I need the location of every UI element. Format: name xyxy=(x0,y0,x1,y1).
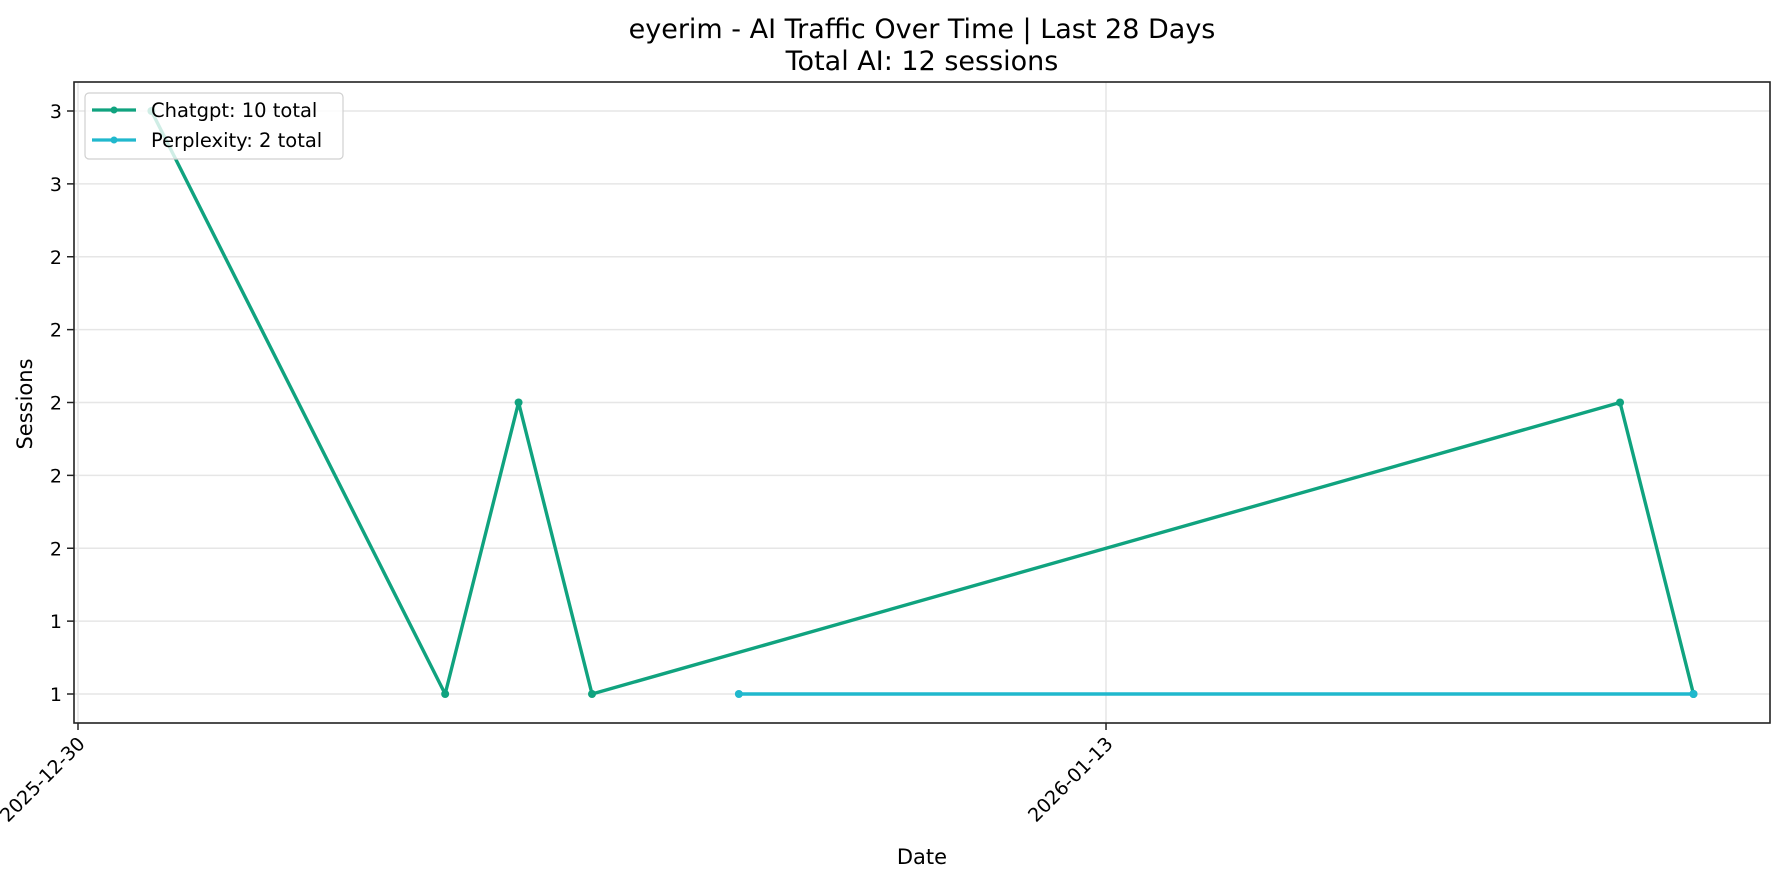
x-axis-ticks: 2025-12-30 2026-01-13 xyxy=(0,723,1118,827)
gridlines xyxy=(74,82,1770,723)
data-point-chatgpt xyxy=(1616,398,1625,407)
legend-box xyxy=(84,92,344,160)
legend: Chatgpt: 10 total Perplexity: 2 total xyxy=(84,92,344,160)
x-tick-label: 2026-01-13 xyxy=(1024,733,1118,827)
legend-item-chatgpt: Chatgpt: 10 total xyxy=(92,99,317,122)
chart-title: eyerim - AI Traffic Over Time | Last 28 … xyxy=(629,14,1216,45)
y-tick-label: 3 xyxy=(50,101,62,123)
x-tick-label: 2025-12-30 xyxy=(0,733,90,827)
y-tick-label: 2 xyxy=(50,320,62,342)
y-tick-label: 1 xyxy=(50,684,62,706)
legend-marker-chatgpt xyxy=(110,106,118,114)
y-tick-label: 2 xyxy=(50,538,62,560)
y-tick-label: 3 xyxy=(50,174,62,196)
x-axis-label: Date xyxy=(897,845,947,869)
y-axis-label: Sessions xyxy=(13,358,37,449)
legend-item-perplexity: Perplexity: 2 total xyxy=(92,129,322,152)
chart-subtitle: Total AI: 12 sessions xyxy=(785,46,1059,77)
series-group xyxy=(147,107,1698,698)
data-point-chatgpt xyxy=(514,398,523,407)
data-point-perplexity xyxy=(1689,690,1698,698)
data-point-perplexity xyxy=(734,690,743,698)
y-tick-label: 2 xyxy=(50,465,62,487)
y-axis-ticks: 1 1 2 2 2 2 2 3 3 xyxy=(50,101,74,706)
data-point-chatgpt xyxy=(441,690,450,698)
y-tick-label: 2 xyxy=(50,247,62,269)
legend-label-perplexity: Perplexity: 2 total xyxy=(151,129,322,152)
data-point-chatgpt xyxy=(588,690,597,698)
y-tick-label: 2 xyxy=(50,393,62,415)
legend-marker-perplexity xyxy=(110,136,118,144)
y-tick-label: 1 xyxy=(50,611,62,633)
series-line-chatgpt xyxy=(149,110,1696,696)
legend-label-chatgpt: Chatgpt: 10 total xyxy=(151,99,317,122)
